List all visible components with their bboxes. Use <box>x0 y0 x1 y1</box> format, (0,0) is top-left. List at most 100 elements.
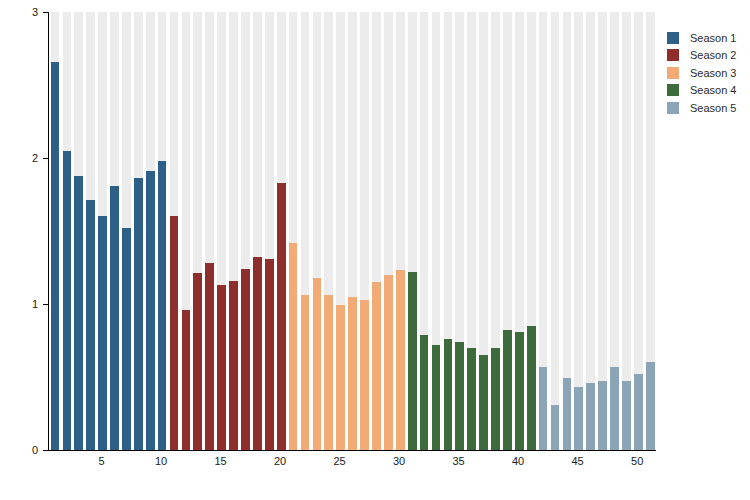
y-tick-label-3: 3 <box>0 6 38 18</box>
bar-episode-9 <box>146 171 155 450</box>
bar-episode-50 <box>634 374 643 450</box>
bar-episode-10 <box>158 161 167 450</box>
legend-label: Season 2 <box>690 49 736 61</box>
episode-slot-36 <box>466 12 478 450</box>
episode-slot-1 <box>49 12 61 450</box>
bar-episode-29 <box>384 275 393 450</box>
episode-slot-9 <box>144 12 156 450</box>
episode-slot-34 <box>442 12 454 450</box>
episode-slot-44 <box>561 12 573 450</box>
bar-track <box>574 12 583 450</box>
bar-episode-36 <box>467 348 476 450</box>
episode-slot-37 <box>478 12 490 450</box>
episode-slot-7 <box>120 12 132 450</box>
bar-episode-38 <box>491 348 500 450</box>
episode-slot-26 <box>347 12 359 450</box>
bar-track <box>551 12 560 450</box>
bar-episode-23 <box>313 278 322 450</box>
x-tick-label-45: 45 <box>563 455 593 467</box>
bar-episode-4 <box>86 200 95 450</box>
episode-slot-3 <box>73 12 85 450</box>
bar-episode-37 <box>479 355 488 450</box>
bar-episode-32 <box>420 335 429 450</box>
y-tick-mark-3 <box>43 12 48 13</box>
legend-swatch <box>667 32 679 44</box>
episode-slot-11 <box>168 12 180 450</box>
legend-item-season-1: Season 1 <box>667 32 736 44</box>
bar-episode-31 <box>408 272 417 450</box>
episode-slot-35 <box>454 12 466 450</box>
episode-slot-48 <box>609 12 621 450</box>
bar-episode-41 <box>527 326 536 450</box>
bar-episode-49 <box>622 381 631 450</box>
episode-slot-23 <box>311 12 323 450</box>
episode-slot-27 <box>359 12 371 450</box>
x-tick-label-15: 15 <box>206 455 236 467</box>
bar-episode-42 <box>539 367 548 450</box>
episode-slot-24 <box>323 12 335 450</box>
legend-item-season-4: Season 4 <box>667 84 736 96</box>
episode-slot-4 <box>85 12 97 450</box>
legend-swatch <box>667 84 679 96</box>
episode-slot-15 <box>216 12 228 450</box>
y-tick-label-2: 2 <box>0 152 38 164</box>
bar-episode-47 <box>598 381 607 450</box>
episode-slot-10 <box>156 12 168 450</box>
x-tick-label-10: 10 <box>146 455 176 467</box>
bar-episode-14 <box>205 263 214 450</box>
x-tick-label-30: 30 <box>384 455 414 467</box>
legend-swatch <box>667 49 679 61</box>
bar-episode-20 <box>277 183 286 450</box>
episode-slot-14 <box>204 12 216 450</box>
episode-slot-38 <box>490 12 502 450</box>
legend-item-season-3: Season 3 <box>667 67 736 79</box>
episode-slot-13 <box>192 12 204 450</box>
x-tick-label-40: 40 <box>503 455 533 467</box>
y-tick-mark-0 <box>43 450 48 451</box>
episode-slot-19 <box>263 12 275 450</box>
bar-episode-45 <box>574 387 583 450</box>
bar-episode-22 <box>301 295 310 450</box>
episode-slot-50 <box>632 12 644 450</box>
bar-episode-48 <box>610 367 619 450</box>
bar-episode-3 <box>74 176 83 450</box>
bar-episode-28 <box>372 282 381 450</box>
bar-episode-35 <box>455 342 464 450</box>
episode-slot-39 <box>501 12 513 450</box>
episode-slot-33 <box>430 12 442 450</box>
legend-swatch <box>667 102 679 114</box>
episode-slot-41 <box>525 12 537 450</box>
bar-episode-15 <box>217 285 226 450</box>
episode-slot-17 <box>240 12 252 450</box>
bar-episode-39 <box>503 330 512 450</box>
x-tick-label-35: 35 <box>444 455 474 467</box>
plot-area <box>48 12 656 451</box>
episode-slot-31 <box>406 12 418 450</box>
bar-episode-44 <box>563 378 572 450</box>
episode-slot-51 <box>644 12 656 450</box>
episode-slot-43 <box>549 12 561 450</box>
bar-episode-18 <box>253 257 262 450</box>
legend-label: Season 5 <box>690 102 736 114</box>
y-tick-mark-2 <box>43 158 48 159</box>
x-tick-label-25: 25 <box>325 455 355 467</box>
bar-episode-43 <box>551 405 560 450</box>
episode-slot-21 <box>287 12 299 450</box>
episode-slot-6 <box>109 12 121 450</box>
legend-item-season-2: Season 2 <box>667 49 736 61</box>
bar-episode-27 <box>360 300 369 450</box>
episode-slot-25 <box>335 12 347 450</box>
episode-slot-20 <box>275 12 287 450</box>
x-tick-label-5: 5 <box>87 455 117 467</box>
episode-slot-5 <box>97 12 109 450</box>
bar-episode-12 <box>182 310 191 450</box>
bar-episode-1 <box>51 62 60 450</box>
bar-episode-34 <box>444 339 453 450</box>
episode-slot-16 <box>228 12 240 450</box>
legend-item-season-5: Season 5 <box>667 102 736 114</box>
episode-slot-8 <box>132 12 144 450</box>
bar-episode-33 <box>432 345 441 450</box>
bar-episode-21 <box>289 243 298 450</box>
bar-episode-2 <box>63 151 72 450</box>
episode-slot-22 <box>299 12 311 450</box>
